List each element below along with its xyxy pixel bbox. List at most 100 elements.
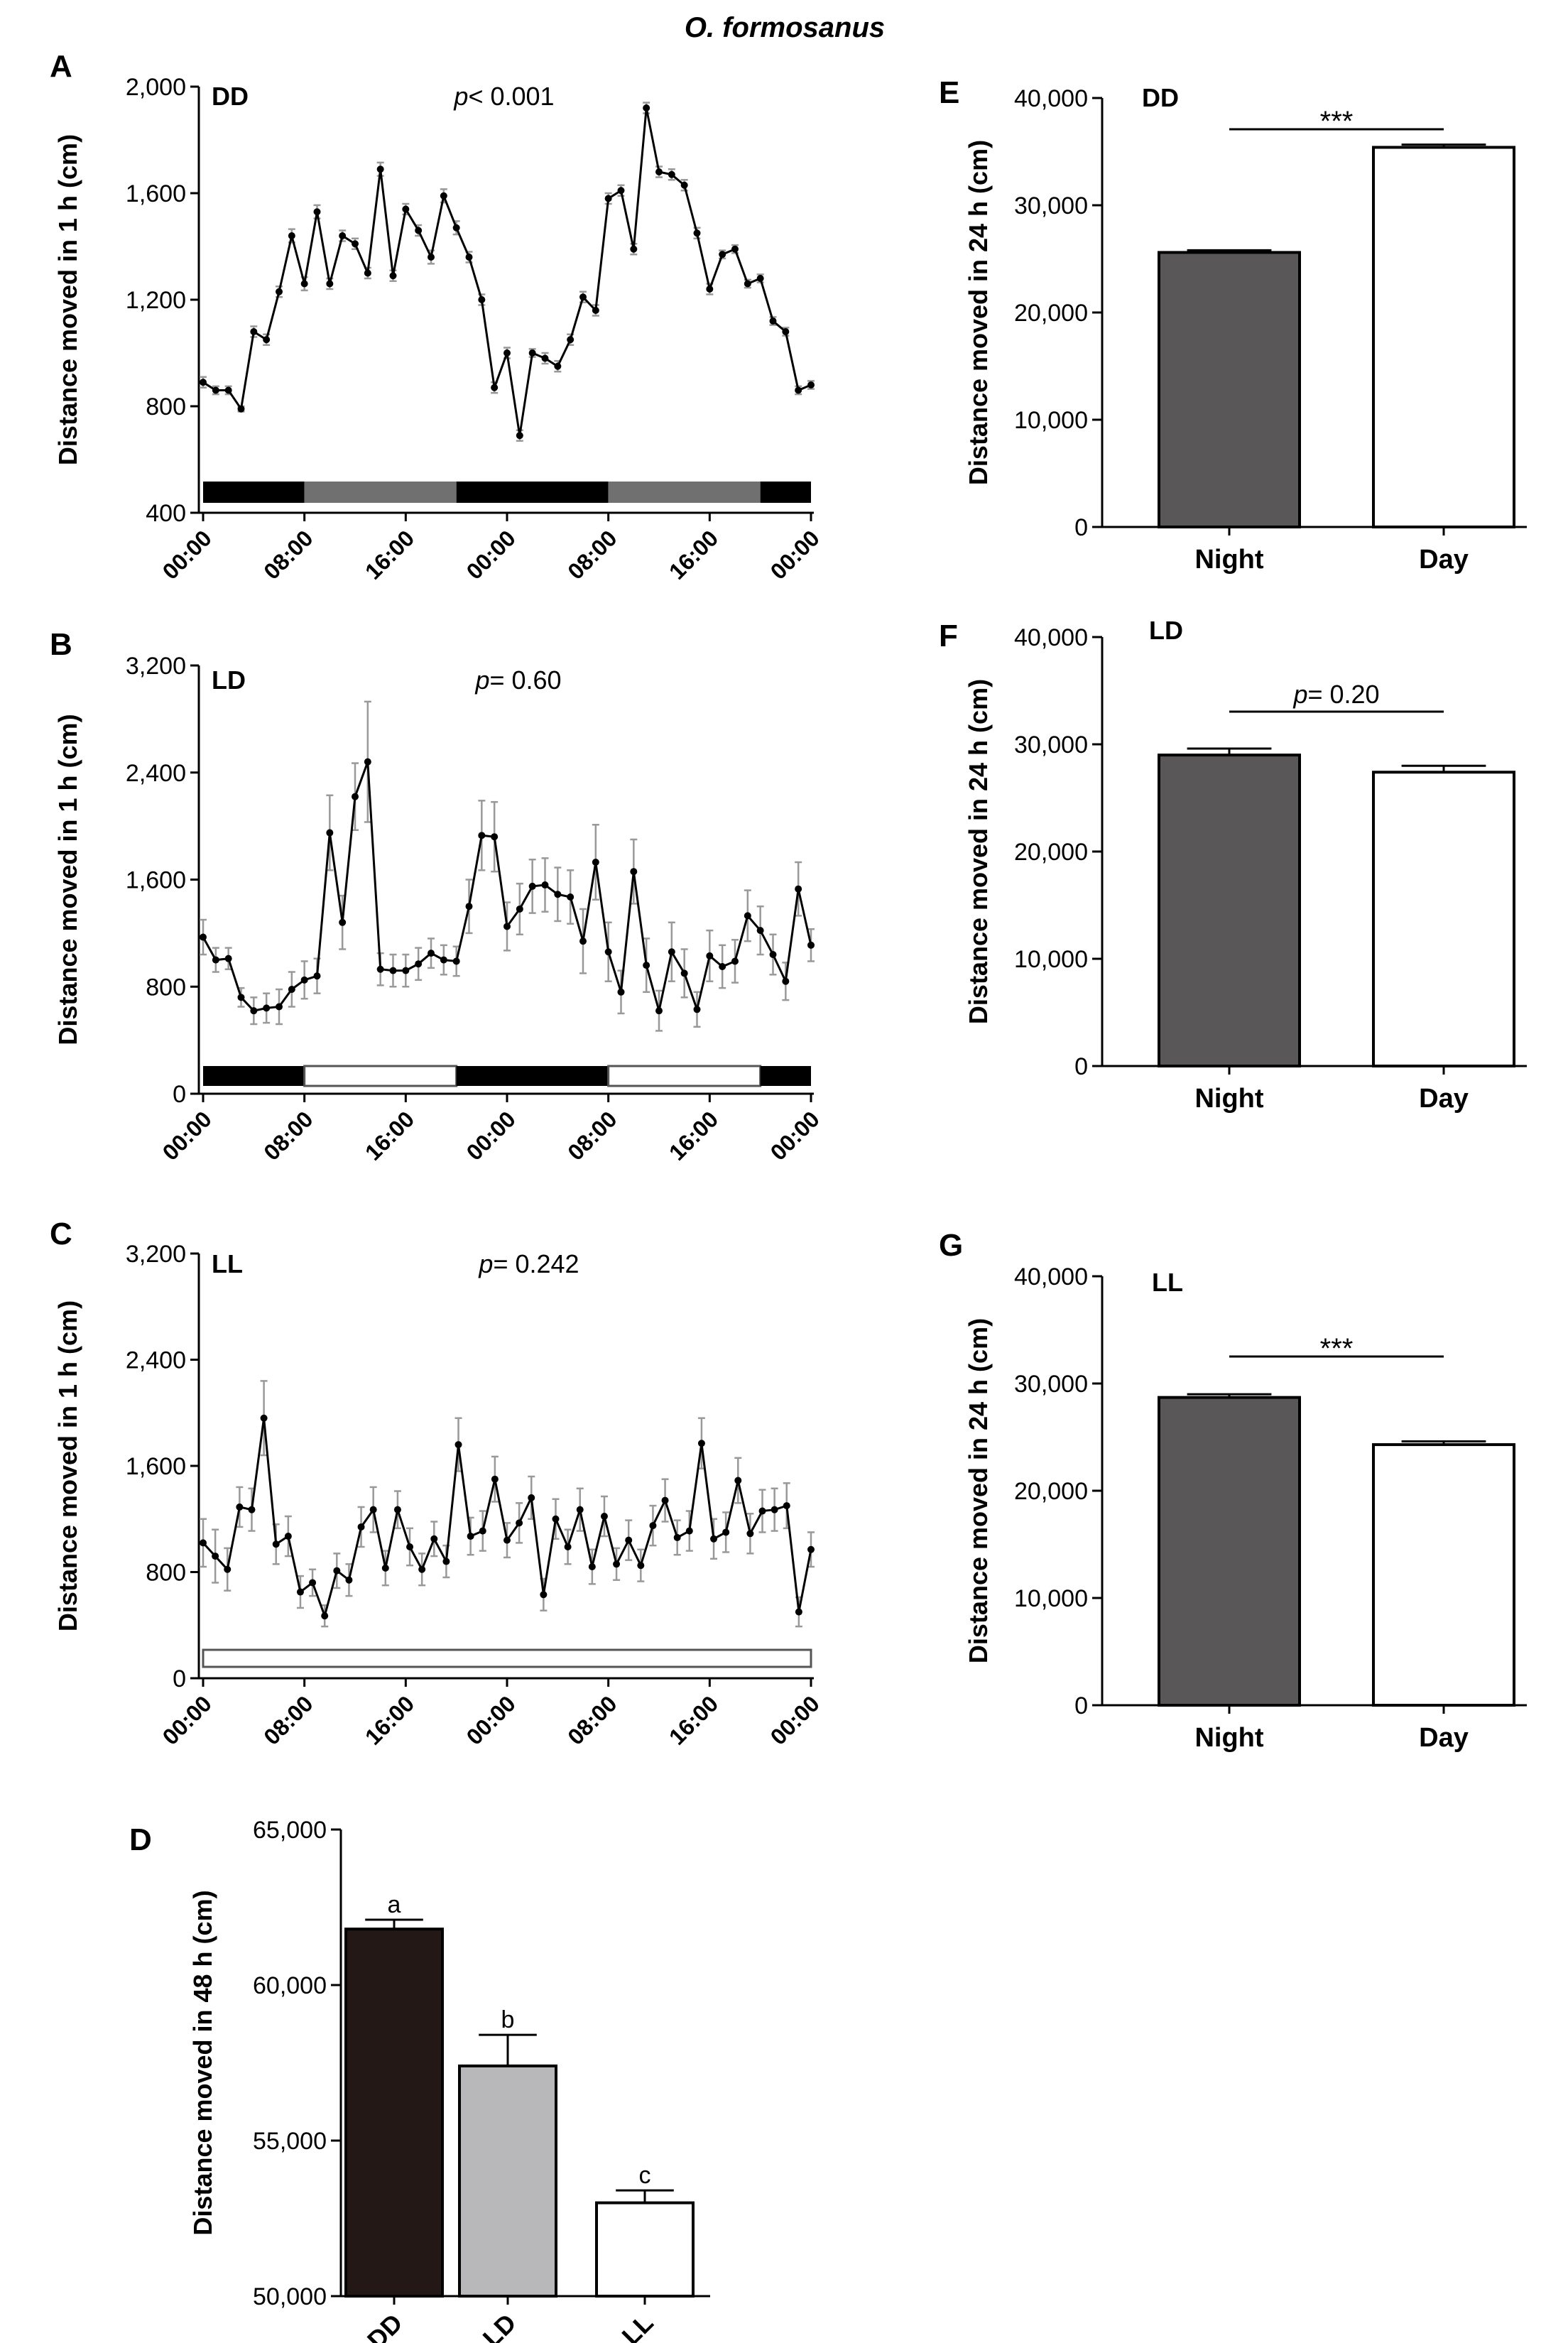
y-tick-label: 10,000: [1014, 946, 1088, 973]
data-point: [592, 307, 599, 314]
bar: [595, 2201, 695, 2298]
y-tick-label: 0: [1074, 1692, 1088, 1719]
data-point: [673, 1533, 681, 1541]
y-tick-label: 30,000: [1014, 192, 1088, 219]
condition-label: LL: [1152, 1268, 1183, 1297]
data-point: [452, 957, 460, 965]
data-point: [224, 1565, 232, 1573]
data-point: [600, 1513, 608, 1521]
data-point: [313, 972, 321, 980]
bar: [1372, 146, 1515, 528]
data-point: [250, 1007, 258, 1015]
data-point: [260, 1414, 268, 1422]
y-tick-label: 20,000: [1014, 839, 1088, 866]
data-point: [756, 927, 764, 935]
y-tick-label: 0: [1074, 1053, 1088, 1080]
data-point: [454, 1441, 462, 1449]
x-tick-label: Night: [1194, 1084, 1263, 1114]
data-point: [212, 1553, 219, 1560]
y-tick-label: 1,600: [126, 1453, 186, 1480]
bar: [1158, 754, 1301, 1067]
data-point: [402, 967, 410, 974]
y-tick-label: 20,000: [1014, 1478, 1088, 1505]
y-tick-label: 400: [146, 500, 186, 527]
data-point: [782, 977, 790, 985]
data-point: [339, 918, 347, 926]
x-tick-label: 00:00: [462, 1690, 521, 1749]
y-tick-label: 0: [173, 1081, 186, 1108]
y-tick-label: 10,000: [1014, 407, 1088, 434]
y-tick-label: 800: [146, 1560, 186, 1587]
data-point: [333, 1567, 341, 1575]
data-point: [807, 1545, 815, 1553]
data-point: [567, 336, 575, 344]
data-point: [503, 349, 511, 357]
data-point: [467, 1533, 474, 1540]
y-tick-label: 55,000: [253, 2128, 327, 2155]
y-tick-label: 10,000: [1014, 1585, 1088, 1612]
data-point: [528, 1494, 535, 1501]
x-tick-label: 00:00: [766, 525, 824, 584]
y-tick-label: 3,200: [126, 1241, 186, 1268]
bar: [1372, 771, 1515, 1067]
data-point: [326, 280, 334, 288]
data-point: [430, 1535, 438, 1543]
bar: [1372, 1443, 1515, 1707]
data-point: [248, 1506, 256, 1513]
data-point: [528, 882, 536, 890]
data-point: [321, 1612, 329, 1620]
data-point: [564, 1543, 572, 1550]
data-point: [369, 1506, 377, 1513]
data-point: [428, 254, 435, 261]
data-point: [693, 229, 701, 237]
x-tick-label: 16:00: [360, 1690, 419, 1749]
data-point: [756, 275, 764, 282]
data-point: [579, 937, 587, 945]
data-point: [296, 1588, 304, 1596]
data-point: [300, 976, 308, 984]
data-point: [655, 168, 663, 175]
data-point: [393, 1506, 401, 1513]
light-phase-bar: [203, 482, 305, 503]
data-point: [503, 1536, 511, 1544]
panel-label: C: [50, 1217, 72, 1251]
data-point: [237, 994, 245, 1001]
x-tick-label: 00:00: [158, 1690, 217, 1749]
data-point: [579, 293, 587, 301]
data-point: [415, 960, 423, 968]
data-point: [389, 272, 397, 280]
data-point: [604, 948, 612, 956]
data-point: [630, 868, 638, 876]
data-point: [746, 1530, 754, 1538]
y-tick-label: 0: [1074, 514, 1088, 541]
data-point: [807, 941, 815, 949]
data-point: [795, 1608, 802, 1616]
figure-title: O. formosanus: [685, 12, 885, 43]
light-phase-bar: [304, 482, 457, 503]
data-point: [630, 245, 638, 253]
data-point: [479, 1527, 486, 1535]
y-axis-label: Distance moved in 1 h (cm): [53, 1300, 82, 1631]
y-axis-label: Distance moved in 24 h (cm): [964, 679, 993, 1024]
data-point: [783, 1502, 790, 1510]
data-point: [236, 1503, 244, 1511]
data-point: [706, 952, 714, 960]
data-point: [516, 432, 523, 440]
data-point: [668, 948, 675, 956]
data-point: [452, 224, 460, 232]
data-point: [734, 1477, 742, 1484]
data-point: [376, 965, 384, 973]
x-tick-label: Day: [1419, 1723, 1469, 1753]
condition-label: LD: [212, 665, 246, 695]
data-point: [680, 969, 688, 977]
condition-label: DD: [212, 82, 249, 111]
y-tick-label: 20,000: [1014, 300, 1088, 327]
y-tick-label: 50,000: [253, 2283, 327, 2310]
x-tick-label: 08:00: [258, 1106, 317, 1165]
condition-label: LD: [1149, 616, 1183, 645]
data-point: [284, 1533, 292, 1540]
data-point: [719, 962, 726, 970]
x-tick-label: 00:00: [158, 525, 217, 584]
data-point: [554, 362, 562, 370]
data-point: [516, 1519, 523, 1527]
